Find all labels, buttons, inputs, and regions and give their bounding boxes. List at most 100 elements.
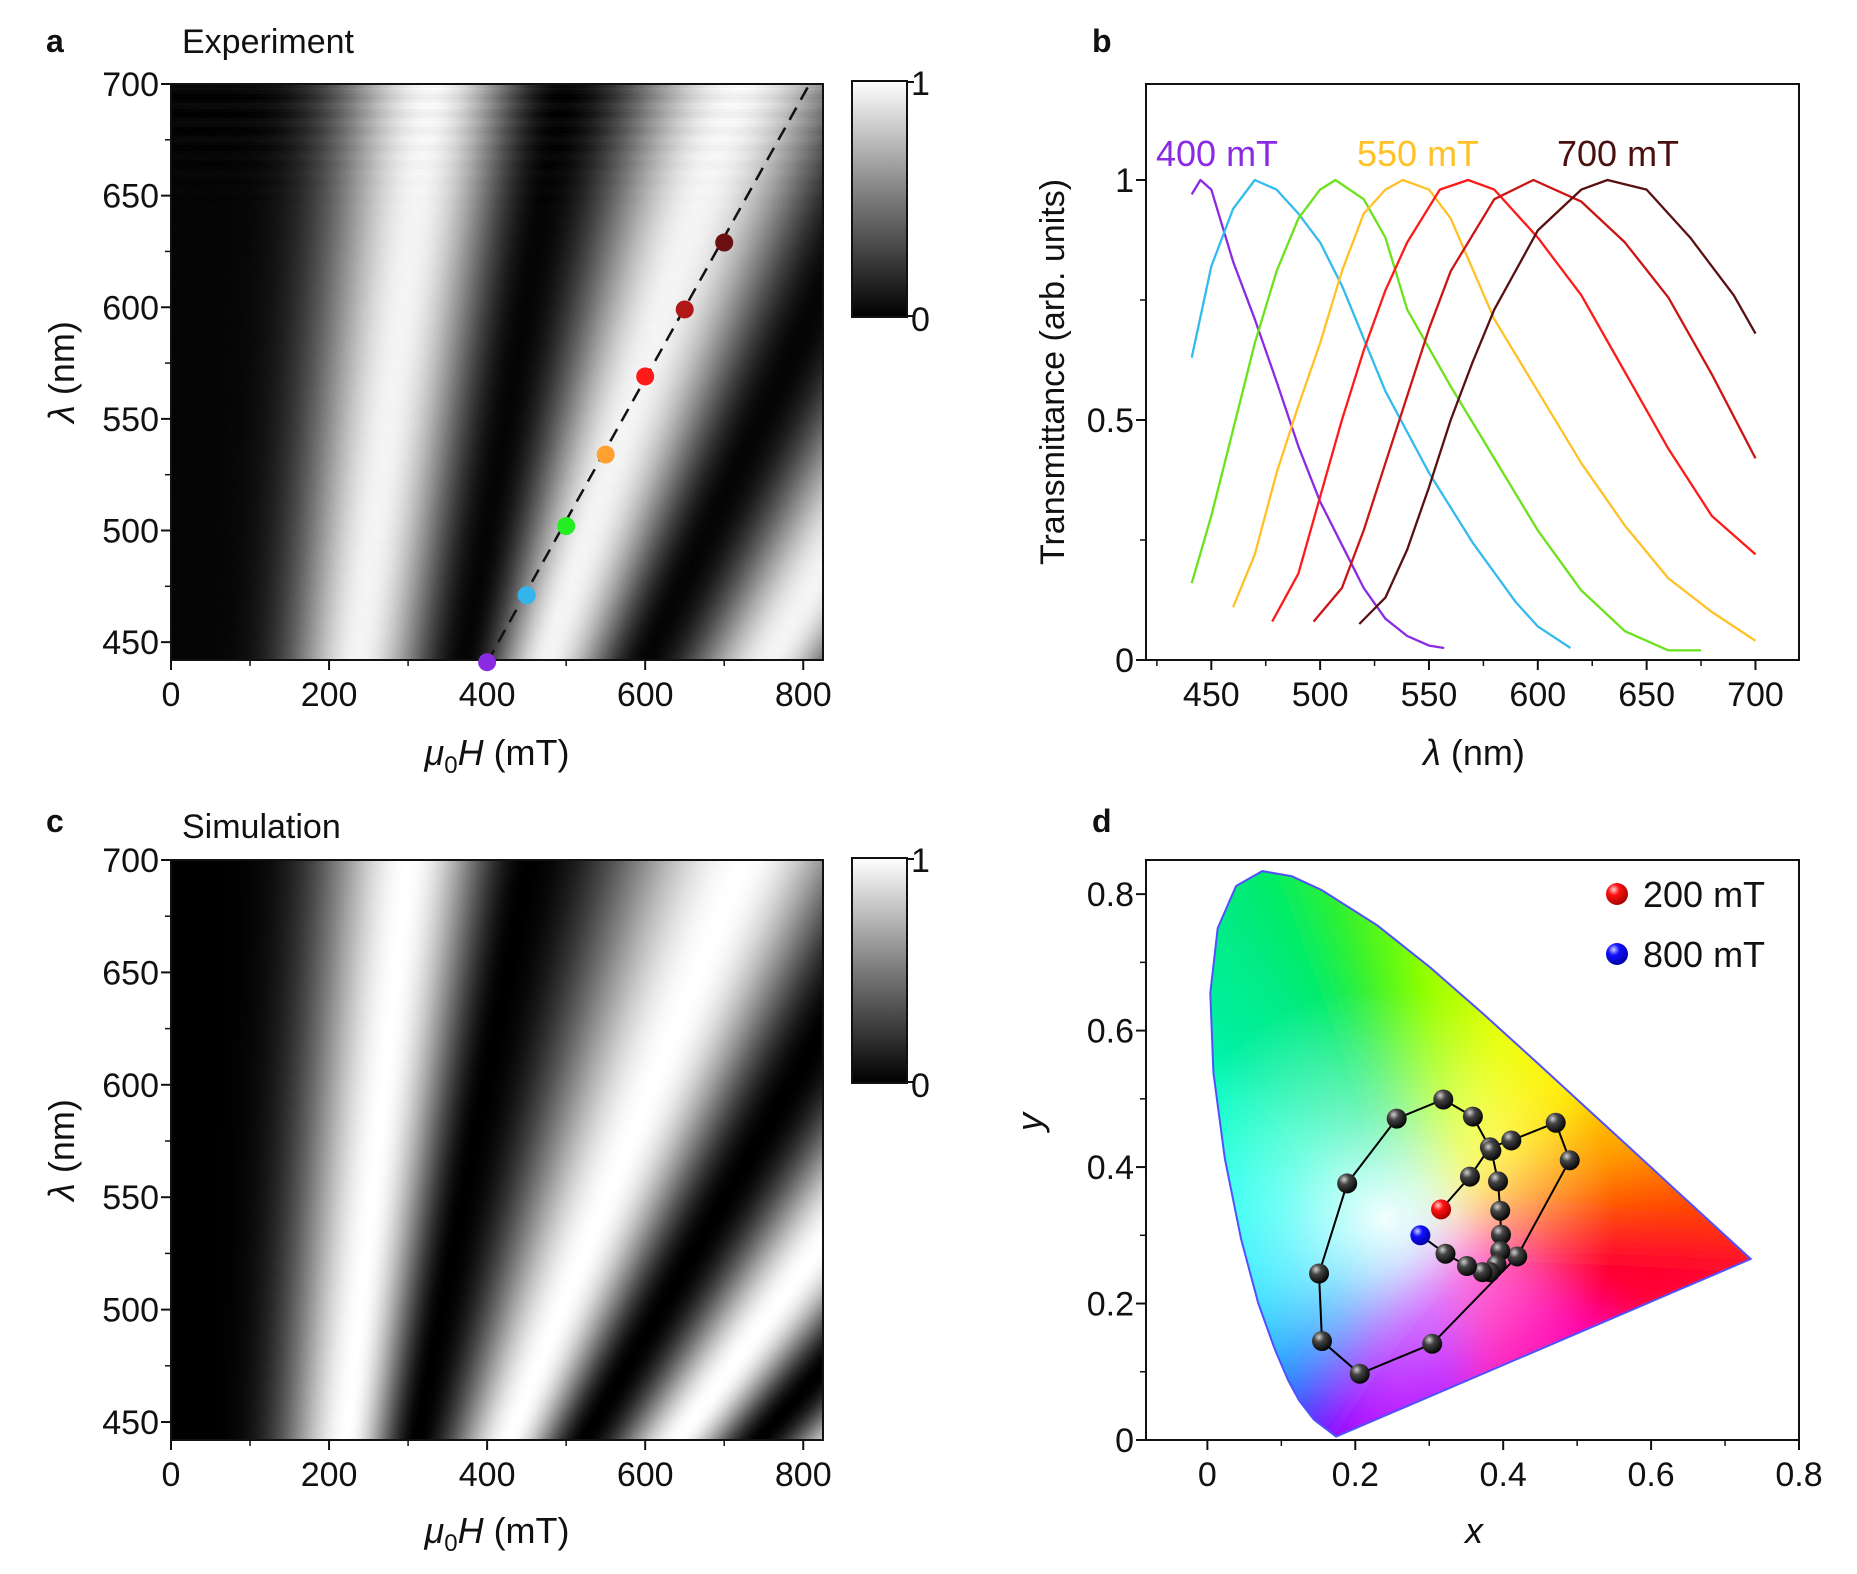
legend-label: 200 mT: [1643, 874, 1765, 915]
trajectory-point: [1422, 1334, 1442, 1354]
y-tick-label: 450: [102, 1404, 159, 1442]
y-tick-label: 0.8: [1087, 876, 1134, 914]
colorbar-min-label: 0: [911, 301, 930, 339]
y-tick-label: 650: [102, 954, 159, 992]
x-tick-label: 600: [617, 676, 674, 714]
legend-marker: [1606, 943, 1628, 965]
colorbar-max-label: 1: [911, 65, 930, 103]
y-tick-label: 0.5: [1087, 402, 1134, 440]
trajectory-point: [1507, 1246, 1527, 1266]
y-tick-label: 550: [102, 401, 159, 439]
panel-letter-a: a: [46, 23, 64, 59]
data-marker: [715, 234, 733, 252]
y-tick-label: 500: [102, 1292, 159, 1330]
panel-a-xlabel: μ0H (mT): [423, 732, 569, 779]
trajectory-point: [1481, 1141, 1501, 1161]
trajectory-point: [1463, 1107, 1483, 1127]
x-tick-label: 550: [1401, 676, 1458, 714]
x-tick-label: 0.6: [1627, 1456, 1674, 1494]
y-tick-label: 700: [102, 66, 159, 104]
trajectory-point: [1337, 1173, 1357, 1193]
panel-a-axes: 0 200 400 600 800450500550600650700: [102, 66, 831, 714]
x-tick-label: 0: [162, 1456, 181, 1494]
x-tick-label: 500: [1292, 676, 1349, 714]
panel-c-ylabel: λ (nm): [41, 1099, 82, 1203]
x-tick-label: 600: [617, 1456, 674, 1494]
colorbar: 10: [852, 65, 930, 339]
trajectory-point: [1501, 1130, 1521, 1150]
trajectory-point: [1387, 1109, 1407, 1129]
x-tick-label: 0: [162, 676, 181, 714]
data-marker: [676, 300, 694, 318]
legend: 200 mT 800 mT: [1606, 874, 1765, 975]
x-tick-label: 200: [301, 1456, 358, 1494]
curve-label: 550 mT: [1357, 133, 1479, 174]
panel-a-frame: [171, 84, 823, 660]
data-marker: [636, 367, 654, 385]
spectrum-curve: [1192, 180, 1445, 648]
panel-b-ylabel: Transmittance (arb. units): [1034, 179, 1072, 565]
panel-c-title: Simulation: [182, 808, 341, 846]
colorbar-max-label: 1: [911, 842, 930, 880]
trajectory-point: [1488, 1171, 1508, 1191]
spectrum-curve: [1314, 180, 1756, 622]
trajectory-point: [1457, 1256, 1477, 1276]
y-tick-label: 600: [102, 1067, 159, 1105]
data-marker: [518, 586, 536, 604]
colorbar-min-label: 0: [911, 1067, 930, 1105]
x-tick-label: 400: [459, 676, 516, 714]
colorbar: 10: [852, 842, 930, 1105]
x-tick-label: 0.4: [1480, 1456, 1527, 1494]
data-marker: [478, 653, 496, 671]
trajectory-point: [1436, 1244, 1456, 1264]
data-marker: [597, 446, 615, 464]
panel-letter-c: c: [46, 803, 64, 839]
panel-a-title: Experiment: [182, 23, 355, 61]
x-tick-label: 0.2: [1332, 1456, 1379, 1494]
trajectory-point: [1490, 1201, 1510, 1221]
x-tick-label: 200: [301, 676, 358, 714]
x-tick-label: 600: [1509, 676, 1566, 714]
trajectory-point: [1460, 1167, 1480, 1187]
panel-c-frame: [171, 860, 823, 1440]
panel-b-xlabel: λ (nm): [1421, 732, 1525, 773]
trajectory-point: [1560, 1150, 1580, 1170]
y-tick-label: 0.4: [1087, 1149, 1134, 1187]
panel-letter-d: d: [1092, 803, 1112, 839]
trajectory-point: [1433, 1090, 1453, 1110]
x-tick-label: 0: [1198, 1456, 1217, 1494]
start-point-200mT: [1431, 1199, 1451, 1219]
colorbar-gradient: [852, 858, 907, 1083]
panel-b-axes: 450 500 550 600 650 700 0 0.5 1: [1087, 84, 1799, 714]
y-tick-label: 0.6: [1087, 1013, 1134, 1051]
x-tick-label: 0.8: [1775, 1456, 1822, 1494]
colorbar-gradient: [852, 81, 907, 317]
y-tick-label: 0: [1115, 1422, 1134, 1460]
x-tick-label: 450: [1183, 676, 1240, 714]
panel-c-xlabel: μ0H (mT): [423, 1510, 569, 1557]
y-tick-label: 600: [102, 289, 159, 327]
y-tick-label: 500: [102, 513, 159, 551]
y-tick-label: 450: [102, 624, 159, 662]
trajectory-point: [1309, 1264, 1329, 1284]
legend-marker: [1606, 883, 1628, 905]
y-tick-label: 0.2: [1087, 1286, 1134, 1324]
spectrum-curve: [1272, 180, 1755, 622]
curve-label: 700 mT: [1557, 133, 1679, 174]
trajectory-point: [1312, 1331, 1332, 1351]
panel-c-axes: 0 200 400 600 800 450 500 550 600 650 700: [102, 842, 831, 1494]
y-tick-label: 650: [102, 178, 159, 216]
data-marker: [557, 517, 575, 535]
y-tick-label: 0: [1115, 642, 1134, 680]
panel-a-ylabel: λ (nm): [41, 321, 82, 425]
x-tick-label: 700: [1727, 676, 1784, 714]
y-tick-label: 550: [102, 1179, 159, 1217]
curve-label: 400 mT: [1156, 133, 1278, 174]
legend-label: 800 mT: [1643, 934, 1765, 975]
spectrum-curve: [1192, 180, 1701, 650]
y-tick-label: 700: [102, 842, 159, 880]
end-point-800mT: [1410, 1225, 1430, 1245]
x-tick-label: 650: [1618, 676, 1675, 714]
